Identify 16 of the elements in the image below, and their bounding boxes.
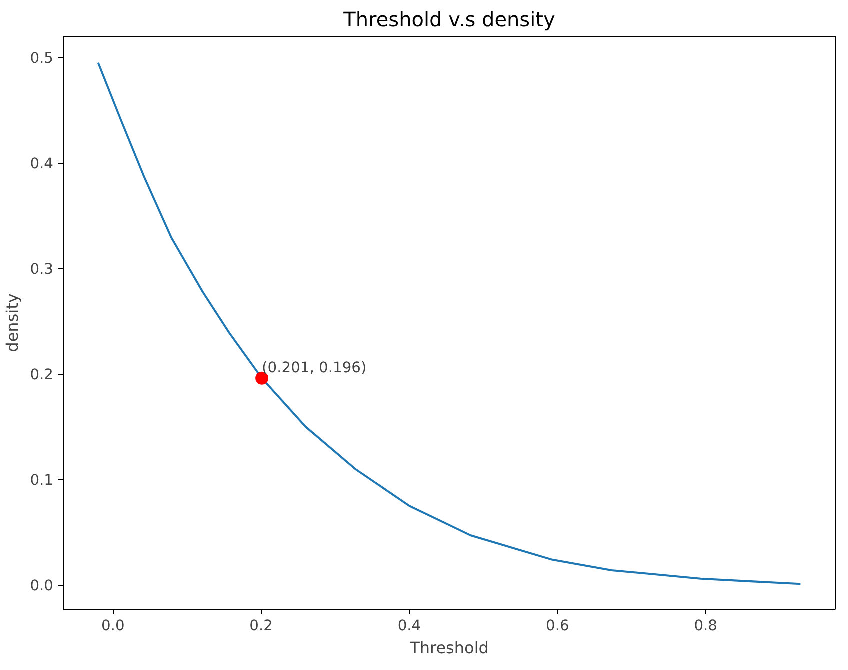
x-tick-label: 0.2: [250, 618, 273, 634]
y-tick-label: 0.1: [30, 472, 54, 490]
x-axis-title: Threshold: [409, 638, 489, 658]
y-tick-label: 0.5: [30, 50, 54, 68]
annotation: (0.201, 0.196): [262, 359, 367, 376]
y-tick-label: 0.0: [30, 578, 54, 595]
x-tick-label: 0.6: [546, 618, 570, 634]
y-tick-label: 0.4: [30, 156, 54, 173]
x-tick-label: 0.8: [694, 618, 718, 634]
x-tick-label: 0.4: [398, 618, 422, 634]
line-series: [97, 62, 802, 586]
x-tick-label: 0.0: [101, 618, 125, 634]
y-tick-label: 0.2: [30, 366, 54, 384]
chart-title: Threshold v.s density: [342, 8, 556, 32]
y-tick-label: 0.3: [30, 261, 54, 278]
y-axis-title: density: [3, 294, 22, 352]
